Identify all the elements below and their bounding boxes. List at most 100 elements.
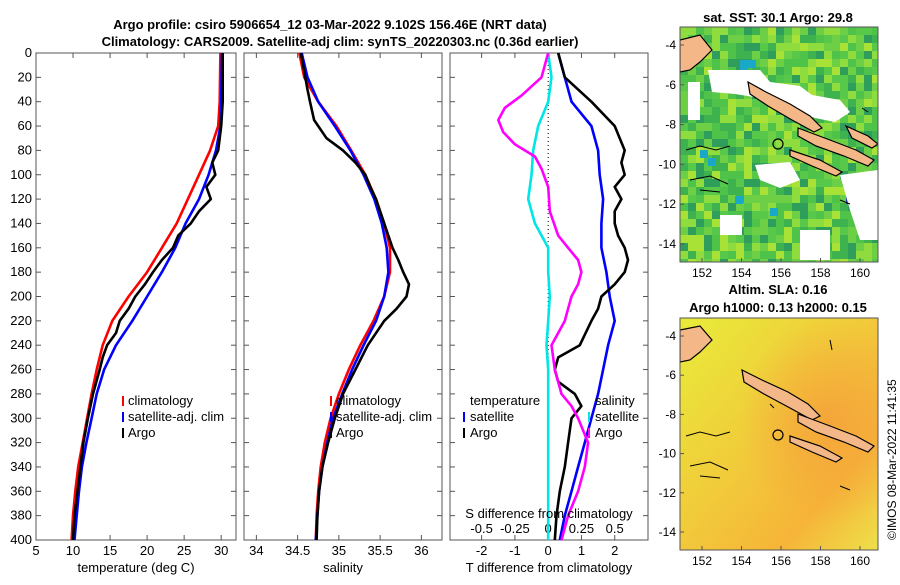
sst-pixel — [848, 91, 856, 99]
sst-pixel — [728, 243, 736, 251]
x-tick-label: 35.5 — [367, 543, 392, 558]
sst-pixel — [720, 131, 728, 139]
sst-pixel — [736, 51, 744, 59]
sst-pixel — [800, 35, 808, 43]
sst-pixel — [856, 59, 864, 67]
legend-swatch-climatology — [122, 396, 124, 406]
x-tick-label-top: -0.25 — [500, 521, 530, 536]
map-y-tick-label: -10 — [659, 157, 677, 171]
sst-pixel — [824, 187, 832, 195]
sst-pixel — [744, 227, 752, 235]
legend-swatch-t-argo — [463, 428, 465, 438]
y-tick-label: 160 — [10, 240, 32, 255]
sst-pixel — [864, 115, 872, 123]
sst-pixel — [760, 187, 768, 195]
sst-pixel — [808, 35, 816, 43]
y-tick-label: 220 — [10, 313, 32, 328]
sst-pixel — [680, 211, 688, 219]
sst-pixel — [744, 51, 752, 59]
sst-pixel — [792, 203, 800, 211]
sst-pixel — [824, 35, 832, 43]
sst-pixel — [808, 211, 816, 219]
sst-pixel — [688, 179, 696, 187]
sst-pixel — [720, 35, 728, 43]
sst-pixel — [824, 75, 832, 83]
sst-pixel — [696, 227, 704, 235]
map-y-tick-label: -12 — [659, 197, 677, 211]
sst-pixel — [688, 155, 696, 163]
sst-pixel — [848, 259, 856, 262]
sst-pixel — [768, 227, 776, 235]
sst-pixel — [792, 259, 800, 262]
sst-pixel — [720, 187, 728, 195]
sst-pixel — [744, 187, 752, 195]
sst-pixel — [712, 179, 720, 187]
legend-label-salinity: salinity — [595, 393, 635, 408]
sst-pixel — [696, 195, 704, 203]
map-x-tick-label: 158 — [810, 554, 830, 568]
sst-pixel — [704, 35, 712, 43]
sst-pixel — [760, 251, 768, 259]
sst-pixel — [760, 259, 768, 262]
sst-pixel — [696, 123, 704, 131]
sst-pixel — [744, 123, 752, 131]
sst-pixel — [848, 163, 856, 171]
sst-pixel — [752, 139, 760, 147]
sst-pixel — [768, 59, 776, 67]
sst-pixel — [744, 27, 752, 35]
sst-pixel — [840, 75, 848, 83]
sst-pixel — [704, 107, 712, 115]
sst-pixel — [760, 131, 768, 139]
sst-missing-data — [755, 162, 800, 188]
sst-pixel — [784, 115, 792, 123]
sst-pixel — [800, 139, 808, 147]
sst-pixel — [840, 51, 848, 59]
sst-pixel — [776, 147, 784, 155]
sst-pixel — [840, 115, 848, 123]
sst-pixel — [760, 179, 768, 187]
sst-pixel — [688, 259, 696, 262]
sst-pixel — [856, 107, 864, 115]
x-tick-label: 36 — [414, 543, 428, 558]
sst-pixel — [776, 131, 784, 139]
sst-pixel — [768, 251, 776, 259]
y-tick-label: 60 — [18, 118, 32, 133]
sst-missing-data — [688, 82, 700, 120]
map-y-tick-label: -8 — [665, 118, 676, 132]
sst-pixel — [800, 259, 808, 262]
sst-pixel — [768, 67, 776, 75]
sst-pixel — [872, 27, 878, 35]
sst-pixel — [752, 27, 760, 35]
sst-pixel — [736, 139, 744, 147]
sst-pixel — [736, 179, 744, 187]
sst-pixel — [848, 75, 856, 83]
sst-pixel — [720, 51, 728, 59]
sst-pixel — [720, 195, 728, 203]
sst-pixel — [832, 83, 840, 91]
sst-pixel — [784, 259, 792, 262]
sst-pixel — [704, 27, 712, 35]
y-tick-label: 200 — [10, 289, 32, 304]
sst-pixel — [848, 27, 856, 35]
sst-pixel — [776, 219, 784, 227]
sst-pixel — [760, 107, 768, 115]
sst-pixel — [680, 99, 688, 107]
difference-panel: -2 -1 0 1 2-0.5 -0.25 0 0.25 0.5 — [449, 52, 649, 558]
sst-pixel — [808, 43, 816, 51]
sst-pixel — [792, 131, 800, 139]
sst-pixel — [784, 27, 792, 35]
sst-pixel — [688, 243, 696, 251]
x-tick-label: -1 — [509, 543, 521, 558]
sst-pixel — [768, 195, 776, 203]
sst-pixel — [824, 195, 832, 203]
sst-pixel — [728, 35, 736, 43]
sst-pixel — [728, 59, 736, 67]
sst-pixel — [752, 171, 760, 179]
sst-pixel — [792, 139, 800, 147]
sst-pixel — [808, 195, 816, 203]
sst-pixel — [808, 59, 816, 67]
temperature-xlabel: temperature (deg C) — [77, 560, 194, 575]
sst-pixel — [816, 83, 824, 91]
sst-pixel — [784, 211, 792, 219]
land-islands — [685, 107, 869, 205]
